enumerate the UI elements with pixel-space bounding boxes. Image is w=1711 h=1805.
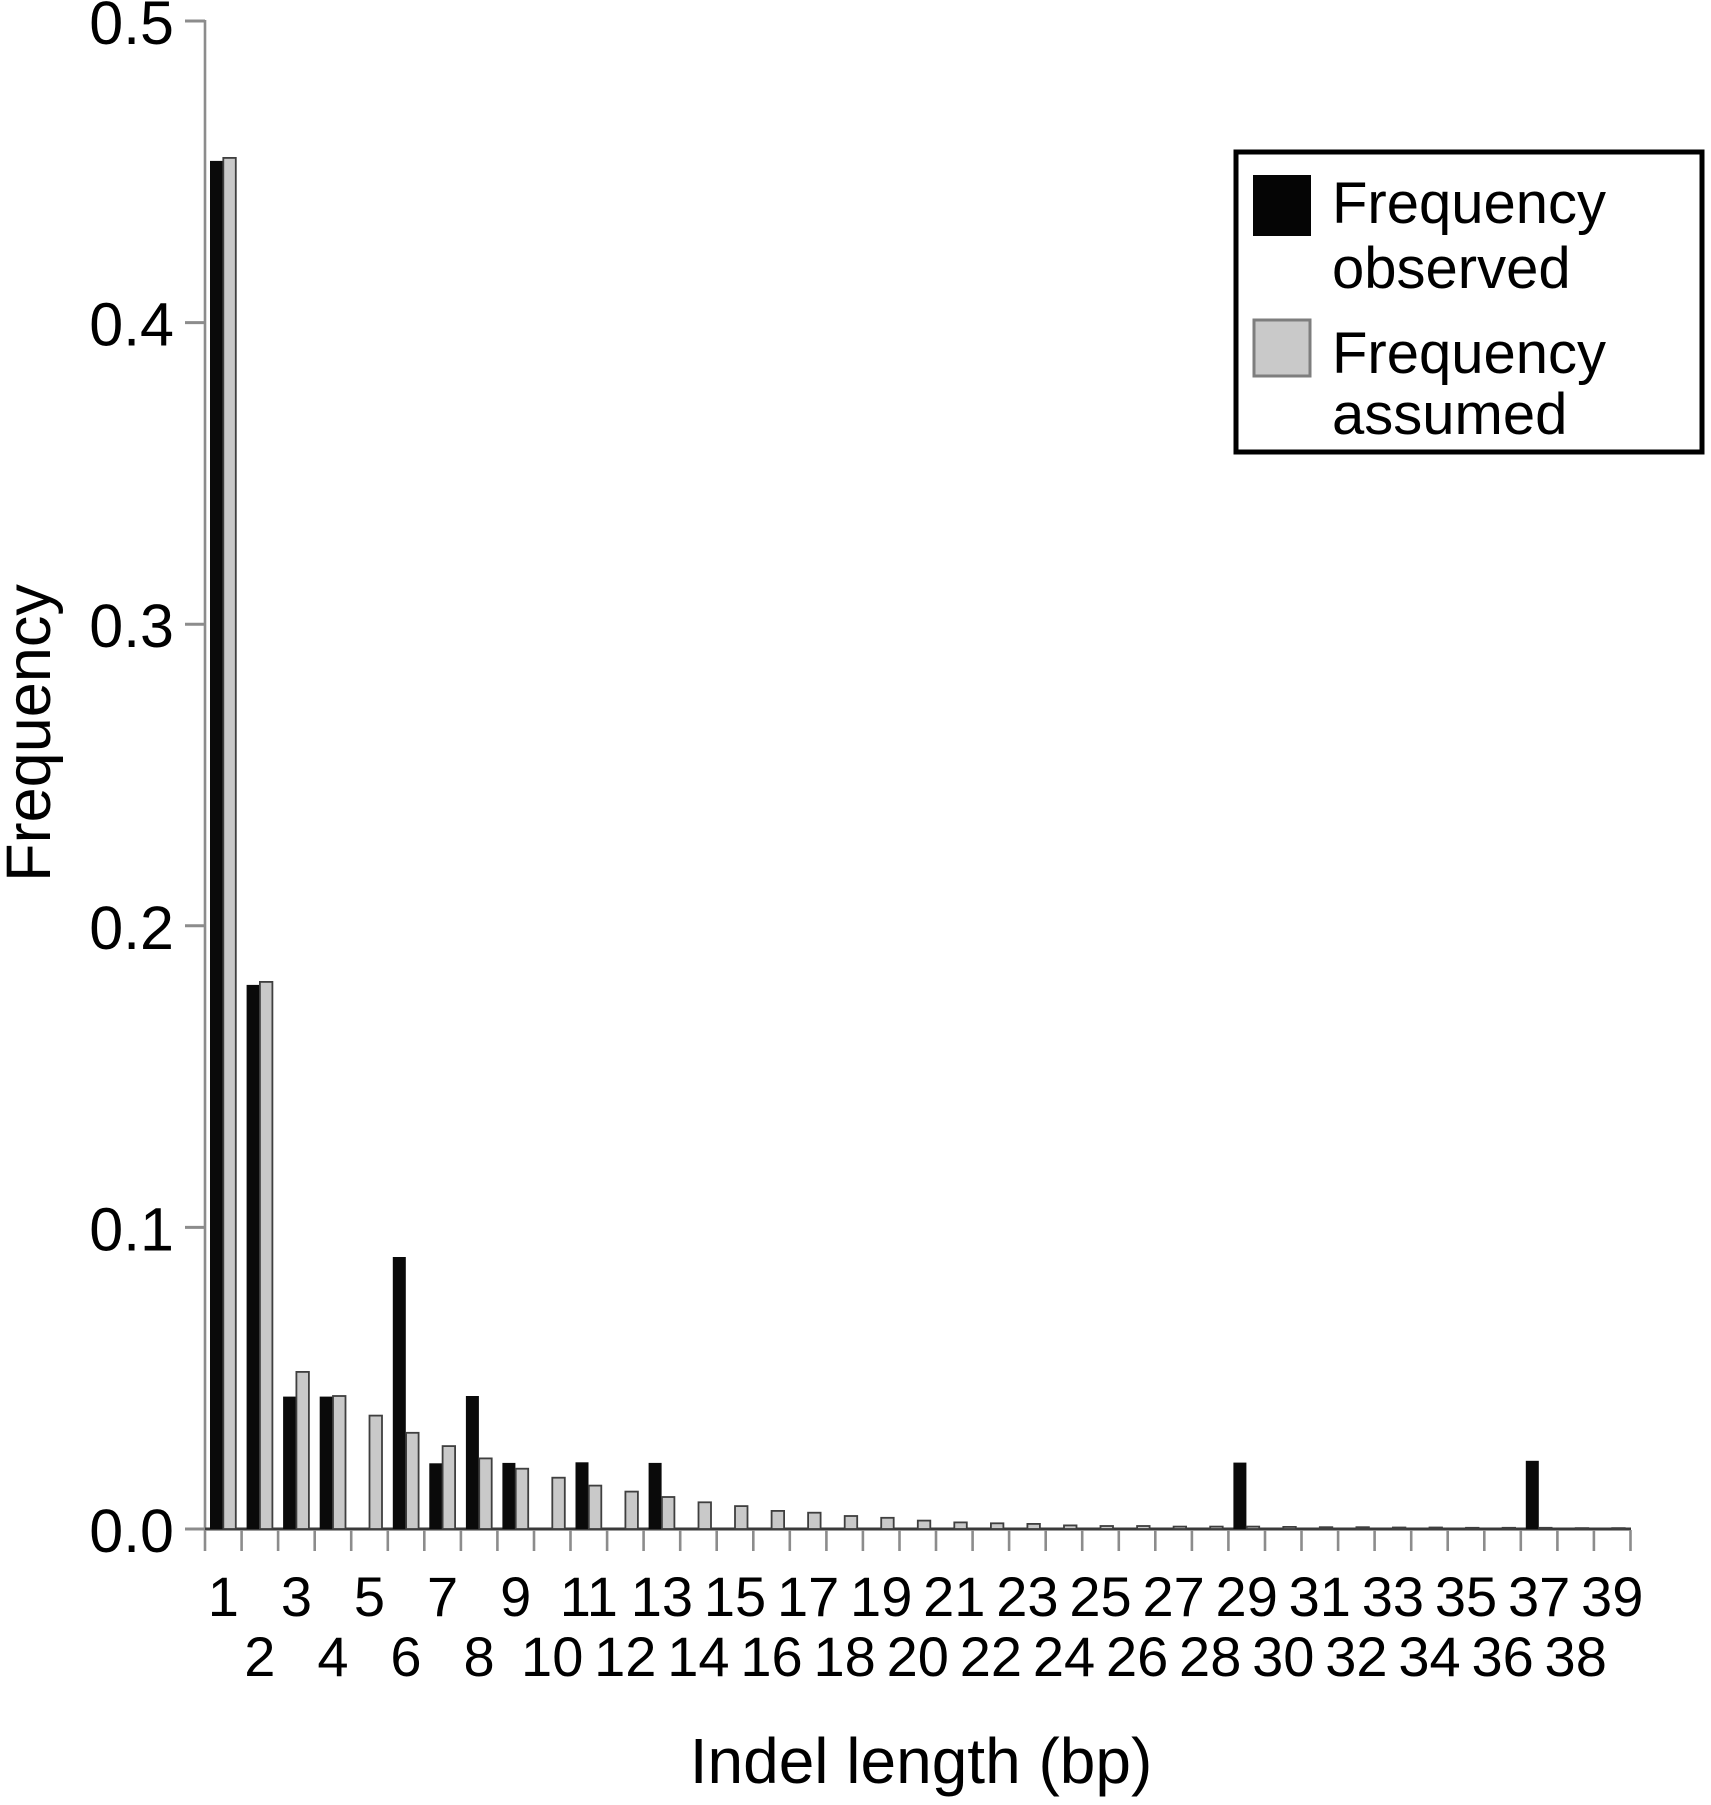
svg-text:37: 37 <box>1508 1565 1570 1628</box>
svg-text:23: 23 <box>996 1565 1058 1628</box>
svg-text:18: 18 <box>813 1625 875 1688</box>
svg-text:32: 32 <box>1325 1625 1387 1688</box>
svg-text:22: 22 <box>960 1625 1022 1688</box>
svg-text:Frequency: Frequency <box>0 584 64 882</box>
svg-text:observed: observed <box>1332 236 1571 301</box>
svg-text:12: 12 <box>594 1625 656 1688</box>
svg-text:34: 34 <box>1398 1625 1460 1688</box>
svg-text:0.2: 0.2 <box>89 894 174 962</box>
svg-text:0.4: 0.4 <box>89 291 174 359</box>
svg-text:5: 5 <box>354 1565 385 1628</box>
svg-text:26: 26 <box>1106 1625 1168 1688</box>
svg-text:Frequency: Frequency <box>1332 171 1606 236</box>
svg-text:0.3: 0.3 <box>89 592 174 660</box>
svg-text:6: 6 <box>390 1625 421 1688</box>
svg-text:assumed: assumed <box>1332 382 1567 447</box>
svg-text:29: 29 <box>1216 1565 1278 1628</box>
svg-text:10: 10 <box>521 1625 583 1688</box>
svg-text:13: 13 <box>631 1565 693 1628</box>
svg-text:20: 20 <box>887 1625 949 1688</box>
svg-text:21: 21 <box>923 1565 985 1628</box>
svg-text:19: 19 <box>850 1565 912 1628</box>
svg-text:33: 33 <box>1362 1565 1424 1628</box>
svg-text:3: 3 <box>281 1565 312 1628</box>
svg-text:36: 36 <box>1471 1625 1533 1688</box>
svg-text:15: 15 <box>704 1565 766 1628</box>
svg-text:2: 2 <box>244 1625 275 1688</box>
svg-text:Indel length (bp): Indel length (bp) <box>690 1725 1153 1797</box>
svg-text:17: 17 <box>777 1565 839 1628</box>
svg-text:16: 16 <box>740 1625 802 1688</box>
svg-text:0.5: 0.5 <box>89 0 174 57</box>
svg-text:4: 4 <box>317 1625 348 1688</box>
svg-text:25: 25 <box>1069 1565 1131 1628</box>
svg-text:7: 7 <box>427 1565 458 1628</box>
svg-text:Frequency: Frequency <box>1332 321 1606 386</box>
svg-text:27: 27 <box>1142 1565 1204 1628</box>
svg-text:30: 30 <box>1252 1625 1314 1688</box>
svg-text:38: 38 <box>1545 1625 1607 1688</box>
svg-text:14: 14 <box>667 1625 729 1688</box>
svg-text:24: 24 <box>1033 1625 1095 1688</box>
svg-text:8: 8 <box>464 1625 495 1688</box>
svg-text:0.0: 0.0 <box>89 1497 174 1565</box>
svg-text:0.1: 0.1 <box>89 1195 174 1263</box>
svg-text:9: 9 <box>500 1565 531 1628</box>
svg-text:28: 28 <box>1179 1625 1241 1688</box>
svg-text:1: 1 <box>208 1565 239 1628</box>
svg-text:35: 35 <box>1435 1565 1497 1628</box>
svg-text:31: 31 <box>1289 1565 1351 1628</box>
svg-text:11: 11 <box>560 1565 618 1628</box>
svg-text:39: 39 <box>1581 1565 1643 1628</box>
